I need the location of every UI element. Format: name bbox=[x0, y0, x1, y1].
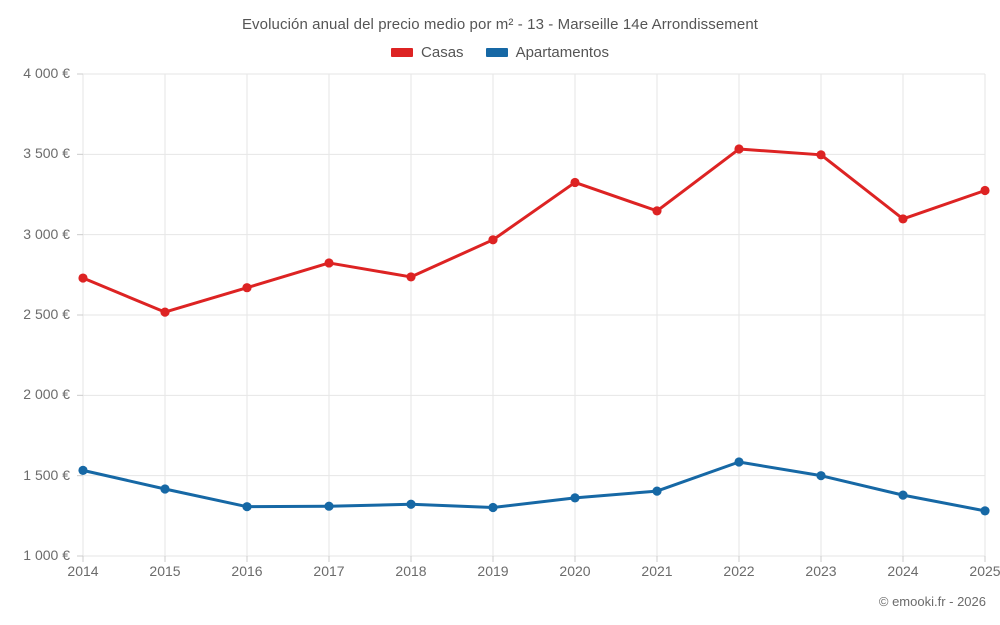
y-axis-tick-label: 3 000 € bbox=[23, 225, 70, 242]
data-point-marker[interactable] bbox=[570, 493, 580, 503]
data-point-marker[interactable] bbox=[160, 484, 170, 494]
chart-legend: Casas Apartamentos bbox=[0, 44, 1000, 61]
data-point-marker[interactable] bbox=[406, 272, 416, 282]
data-point-marker[interactable] bbox=[816, 471, 826, 481]
data-point-marker[interactable] bbox=[78, 273, 88, 283]
data-point-marker[interactable] bbox=[570, 177, 580, 188]
y-axis-tick-label: 4 000 € bbox=[23, 65, 70, 81]
y-axis-tick-label: 1 500 € bbox=[23, 466, 70, 483]
x-axis-tick-label: 2025 bbox=[969, 563, 1000, 579]
legend-item-apartamentos[interactable]: Apartamentos bbox=[485, 44, 609, 61]
series-line-apartamentos bbox=[81, 460, 987, 513]
data-point-marker[interactable] bbox=[898, 490, 908, 500]
y-axis-tick-label: 1 000 € bbox=[23, 547, 70, 563]
legend-label-casas: Casas bbox=[421, 44, 464, 61]
data-point-marker[interactable] bbox=[242, 283, 252, 293]
data-point-marker[interactable] bbox=[734, 457, 744, 467]
data-point-marker[interactable] bbox=[980, 185, 990, 196]
data-point-marker[interactable] bbox=[734, 144, 744, 154]
y-axis-tick-label: 3 500 € bbox=[23, 145, 70, 162]
legend-swatch-icon bbox=[485, 48, 508, 57]
x-axis-tick-label: 2023 bbox=[805, 563, 837, 579]
x-axis-tick-label: 2022 bbox=[723, 563, 755, 579]
legend-item-casas[interactable]: Casas bbox=[391, 44, 464, 61]
data-point-marker[interactable] bbox=[160, 307, 170, 317]
data-point-marker[interactable] bbox=[488, 235, 498, 245]
data-point-marker[interactable] bbox=[652, 486, 662, 496]
data-point-marker[interactable] bbox=[324, 258, 334, 268]
x-axis-tick-label: 2017 bbox=[313, 563, 345, 579]
data-point-marker[interactable] bbox=[980, 506, 990, 516]
chart-title: Evolución anual del precio medio por m² … bbox=[241, 16, 759, 33]
legend-swatch-icon bbox=[391, 48, 414, 57]
data-point-marker[interactable] bbox=[78, 465, 88, 475]
data-point-marker[interactable] bbox=[406, 499, 416, 509]
y-axis-tick-label: 2 000 € bbox=[23, 386, 70, 403]
legend-label-apartamentos: Apartamentos bbox=[515, 44, 609, 61]
x-axis-tick-label: 2015 bbox=[149, 563, 181, 579]
series-line-casas bbox=[81, 147, 987, 314]
chart-credit: © emooki.fr - 2026 bbox=[878, 594, 986, 609]
data-point-marker[interactable] bbox=[324, 501, 334, 511]
x-axis-tick-label: 2019 bbox=[477, 563, 509, 579]
y-axis-tick-label: 2 500 € bbox=[23, 306, 70, 322]
data-point-marker[interactable] bbox=[898, 214, 908, 224]
data-point-marker[interactable] bbox=[242, 502, 252, 512]
x-axis-tick-label: 2018 bbox=[395, 563, 427, 579]
x-axis-tick-label: 2024 bbox=[887, 563, 919, 579]
x-axis-tick-label: 2016 bbox=[231, 563, 263, 579]
data-point-marker[interactable] bbox=[488, 502, 498, 513]
x-axis-tick-label: 2014 bbox=[67, 563, 99, 579]
x-axis-tick-label: 2020 bbox=[559, 563, 591, 579]
data-point-marker[interactable] bbox=[816, 150, 826, 160]
data-point-marker[interactable] bbox=[652, 206, 662, 216]
x-axis-tick-label: 2021 bbox=[641, 563, 673, 579]
